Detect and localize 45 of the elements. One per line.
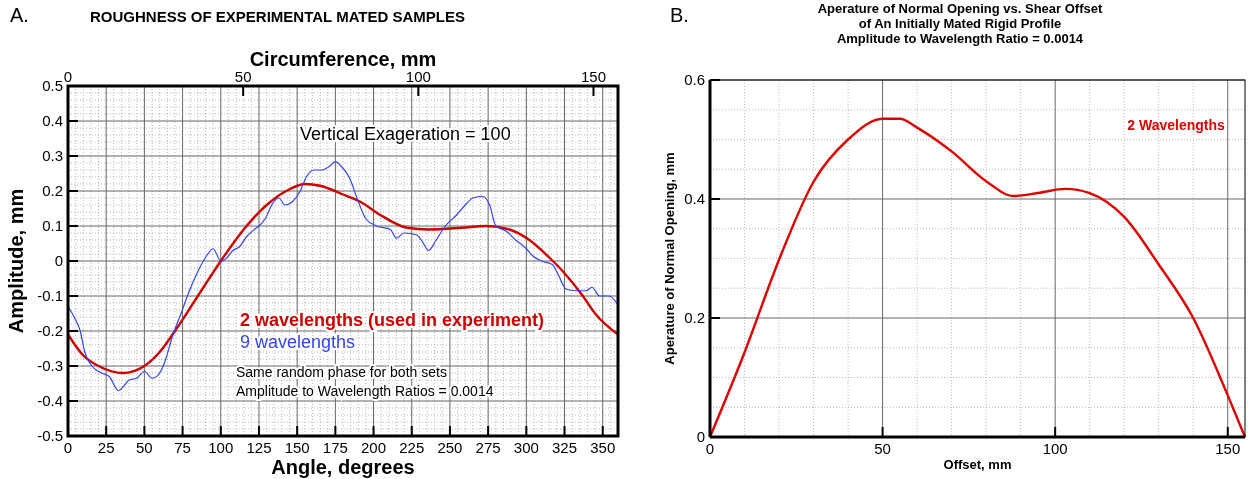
x-tick-label: 225 <box>399 439 425 456</box>
x-tick-label: 200 <box>361 439 387 456</box>
text: 2 Wavelengths <box>1127 116 1226 133</box>
x2-tick-label: 100 <box>405 68 431 85</box>
x-tick-label: 275 <box>475 439 501 456</box>
y-tick-label: 0.4 <box>42 112 63 129</box>
y-axis-title: Aperature of Normal Opening, mm <box>662 152 677 365</box>
x-tick-label: 175 <box>322 439 348 456</box>
y-tick-label: -0.4 <box>37 392 63 409</box>
x-tick-label: 150 <box>1215 440 1241 457</box>
y-tick-label: 0.4 <box>684 190 705 207</box>
x-tick-label: 100 <box>1042 440 1068 457</box>
y-tick-label: -0.2 <box>37 322 63 339</box>
x-tick-label: 300 <box>513 439 539 456</box>
x-tick-label: 50 <box>874 440 891 457</box>
x-tick-label: 100 <box>208 439 234 456</box>
chart-title: ROUGHNESS OF EXPERIMENTAL MATED SAMPLES <box>90 8 466 25</box>
y-tick-label: 0.2 <box>684 309 705 326</box>
y-tick-label: 0.5 <box>42 77 63 94</box>
y-tick-label: 0.2 <box>42 182 63 199</box>
x-axis-title: Offset, mm <box>943 457 1012 472</box>
x-tick-label: 350 <box>590 439 616 456</box>
x-tick-label: 250 <box>437 439 463 456</box>
text: B. <box>670 4 689 26</box>
x-tick-label: 75 <box>174 439 191 456</box>
y-tick-label: 0 <box>696 428 705 445</box>
y-tick-label: 0.6 <box>684 71 705 88</box>
x-tick-label: 25 <box>97 439 115 456</box>
x-axis-title: Angle, degrees <box>271 456 415 478</box>
y-axis-title: Amplitude, mm <box>5 188 27 334</box>
y-tick-label: -0.1 <box>37 287 63 304</box>
x-tick-label: 325 <box>552 439 578 456</box>
y-tick-label: 0.3 <box>42 147 63 164</box>
y-tick-label: -0.3 <box>37 357 63 374</box>
x-tick-label: 50 <box>136 439 153 456</box>
chart-title: Aperature of Normal Opening vs. Shear Offset of An Initially Mated Rigid Profile Amplitude to Wavelength Ratio = 0.0014 <box>817 1 1103 46</box>
x2-tick-label: 150 <box>580 68 606 85</box>
x-tick-label: 150 <box>284 439 310 456</box>
y-tick-label: 0.1 <box>42 217 63 234</box>
y-tick-label: 0 <box>54 252 63 269</box>
text: A. <box>10 4 29 26</box>
x-tick-label: 125 <box>246 439 272 456</box>
y-tick-label: -0.5 <box>37 427 63 444</box>
x2-axis-title: Circumference, mm <box>249 48 437 70</box>
x2-tick-label: 50 <box>234 68 252 85</box>
